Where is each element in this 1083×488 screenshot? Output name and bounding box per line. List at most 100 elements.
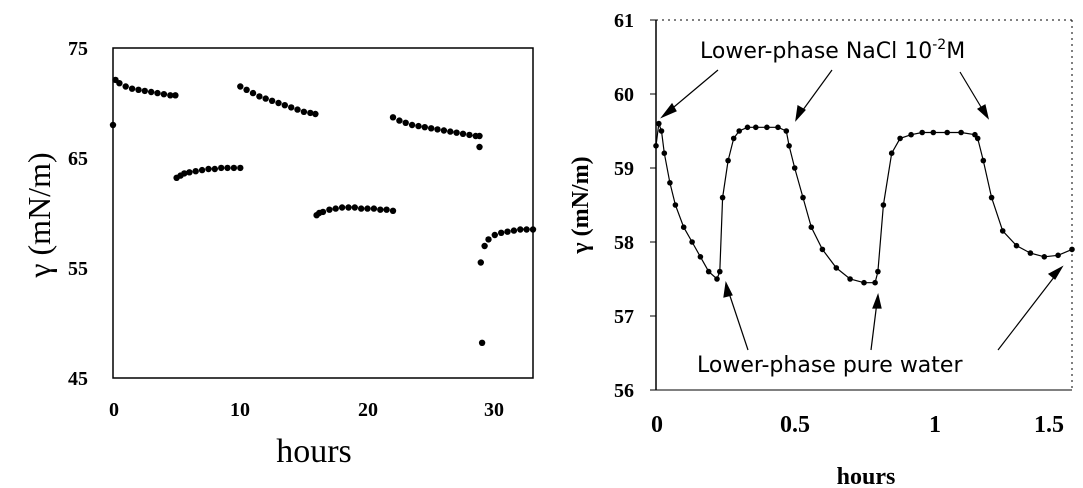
arrow-water-3 — [997, 271, 1059, 351]
arrow-water-2 — [870, 301, 878, 351]
x-tick-label-1: 10 — [230, 399, 250, 421]
data-point — [1013, 242, 1020, 249]
series-points-left — [109, 76, 537, 346]
data-point — [396, 117, 403, 124]
data-point — [160, 91, 168, 98]
arrowhead-nacl-1 — [660, 102, 677, 119]
x-axis-label-right: hours — [837, 464, 896, 488]
data-point — [243, 86, 250, 94]
data-point — [167, 92, 174, 99]
series-line-right — [655, 123, 1073, 284]
y-tick-label-3: 75 — [68, 38, 88, 60]
data-point — [880, 202, 887, 208]
data-point — [154, 89, 161, 97]
data-point — [944, 129, 950, 136]
x-tick-label-2: 20 — [358, 399, 378, 421]
data-point — [477, 259, 484, 266]
data-point — [447, 128, 454, 135]
data-point — [764, 124, 770, 131]
data-point — [421, 124, 428, 131]
data-point — [753, 124, 759, 131]
data-point — [476, 143, 483, 151]
data-point — [744, 124, 751, 131]
data-point — [326, 206, 333, 213]
plot-frame-left — [112, 47, 534, 379]
data-point — [332, 205, 339, 212]
data-point — [440, 127, 448, 134]
data-point — [833, 265, 840, 271]
arrow-nacl-3 — [959, 71, 985, 113]
annotation-nacl: Lower-phase NaCl 10-2M — [700, 37, 965, 64]
data-point — [415, 122, 422, 130]
data-point — [808, 224, 815, 230]
data-point — [358, 205, 365, 212]
y-axis-label-right: γ (mN/m) — [568, 156, 594, 254]
data-point — [783, 128, 790, 134]
data-point — [370, 205, 378, 212]
data-point — [1055, 252, 1061, 259]
data-point — [491, 231, 498, 239]
data-point — [1069, 246, 1075, 253]
data-point — [498, 229, 505, 236]
annotation-nacl-end: M — [946, 39, 965, 64]
data-point — [116, 80, 123, 87]
data-point — [958, 129, 964, 136]
data-point — [999, 228, 1006, 234]
data-point — [988, 194, 995, 201]
data-point — [307, 109, 314, 117]
data-point — [128, 85, 136, 92]
data-point — [345, 204, 352, 211]
y-axis-label-left: γ (mN/m) — [21, 152, 57, 278]
data-point — [364, 205, 371, 212]
data-point — [319, 208, 327, 216]
data-point — [172, 92, 179, 99]
data-point — [351, 204, 358, 211]
data-point — [109, 121, 117, 129]
y-tick-label-2: 65 — [68, 148, 88, 170]
data-point — [312, 110, 319, 118]
data-point — [672, 202, 679, 208]
data-point — [736, 128, 742, 134]
data-point — [389, 114, 397, 121]
data-point — [198, 166, 206, 174]
x-ticks-right: 0 0.5 1 1.5 — [651, 412, 1064, 438]
data-point — [888, 150, 895, 156]
data-point — [485, 236, 492, 243]
data-point — [275, 99, 282, 107]
x-tick-label-0: 0 — [109, 399, 119, 421]
data-point — [256, 93, 263, 100]
data-point — [974, 135, 981, 142]
arrowhead-water-1 — [723, 281, 733, 298]
data-point — [656, 120, 662, 127]
data-point — [186, 169, 193, 176]
x-axis-label-left: hours — [276, 433, 352, 470]
data-point — [897, 135, 903, 142]
chart-right: 56 57 58 59 60 61 0 0.5 1 1.5 hours γ (m… — [568, 10, 1075, 488]
arrow-nacl-2 — [799, 69, 833, 115]
data-point — [205, 165, 212, 173]
y-ticks-left: 45 55 65 75 — [68, 38, 88, 390]
arrow-water-1 — [727, 289, 749, 351]
data-point — [237, 164, 244, 172]
data-point — [408, 121, 416, 129]
data-point — [476, 132, 483, 140]
data-point — [667, 180, 673, 186]
data-point — [872, 279, 878, 286]
data-point — [300, 108, 308, 116]
y-tick-label-60: 60 — [614, 84, 634, 106]
y-tick-label-1: 55 — [68, 258, 88, 280]
data-point — [268, 97, 276, 105]
series-points-right — [653, 120, 1075, 286]
data-point — [402, 119, 409, 127]
data-point — [141, 87, 148, 95]
arrowhead-nacl-3 — [976, 104, 990, 120]
data-point — [338, 204, 346, 211]
x-tick-label-3: 30 — [484, 399, 504, 421]
data-point — [249, 89, 257, 97]
data-point — [504, 228, 511, 235]
data-point — [466, 131, 473, 139]
data-point — [800, 194, 806, 201]
data-point — [211, 165, 218, 173]
data-point — [459, 130, 467, 137]
